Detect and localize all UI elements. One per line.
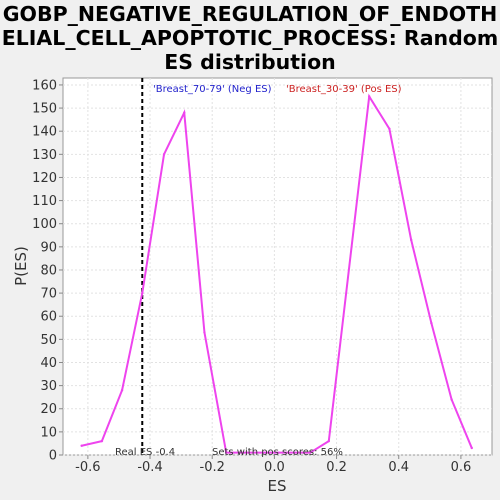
x-tick-label: -0.6 [75,460,100,475]
legend-neg: 'Breast_70-79' (Neg ES) [153,84,272,95]
data-point [141,291,144,295]
data-point [162,153,166,156]
data-point [470,446,473,450]
y-axis-label: P(ES) [12,246,30,286]
y-tick-label: 160 [32,78,57,93]
y-tick-label: 120 [32,171,57,186]
plot-area [62,77,493,456]
grid [63,78,492,456]
data-point [183,111,186,114]
y-tick-label: 10 [40,425,57,440]
data-point [80,444,83,447]
x-tick-label: 0.0 [264,460,285,475]
y-tick-label: 90 [40,240,57,255]
y-axis: 0 10 20 30 40 50 60 70 80 90 100 110 120 130 140 150 160 [32,78,63,464]
x-tick-label: -0.4 [137,460,162,475]
y-tick-label: 130 [32,148,57,163]
pos-scores-annotation: Sets with pos scores: 56% [212,447,343,458]
y-tick-label: 60 [40,310,57,325]
x-axis-label: ES [268,477,287,495]
title-line-3: ES distribution [164,50,336,74]
title-line-2: ELIAL_CELL_APOPTOTIC_PROCESS: Random [1,26,499,50]
y-tick-label: 40 [40,356,57,371]
x-tick-label: -0.2 [200,460,225,475]
x-tick-label: 0.4 [388,460,409,475]
series-line [81,93,473,454]
title-line-1: GOBP_NEGATIVE_REGULATION_OF_ENDOTH [2,2,498,26]
y-tick-label: 20 [40,402,57,417]
y-tick-label: 80 [40,263,57,278]
chart-title: GOBP_NEGATIVE_REGULATION_OF_ENDOTH ELIAL… [0,2,500,74]
data-point [409,238,413,242]
y-tick-label: 110 [32,194,57,209]
real-es-label: Real ES -0.4 [115,447,175,458]
data-point [203,331,206,334]
data-point [120,389,124,392]
data-point [100,439,104,443]
y-tick-label: 30 [40,379,57,394]
x-tick-label: 0.2 [326,460,347,475]
x-axis: -0.6 -0.4 -0.2 0.0 0.2 0.4 0.6 [75,455,471,475]
legend-pos: 'Breast_30-39' (Pos ES) [286,84,402,95]
y-tick-label: 100 [32,217,57,232]
y-tick-label: 50 [40,333,57,348]
data-points [80,95,473,454]
y-tick-label: 0 [49,449,57,464]
data-point [388,127,391,131]
data-point [225,451,228,454]
y-tick-label: 150 [32,102,57,117]
x-tick-label: 0.6 [451,460,472,475]
data-point [368,95,371,98]
data-point [327,439,330,443]
y-tick-label: 140 [32,125,57,140]
data-point [450,398,453,401]
y-tick-label: 70 [40,287,57,302]
data-point [308,451,312,454]
data-point [430,321,433,325]
